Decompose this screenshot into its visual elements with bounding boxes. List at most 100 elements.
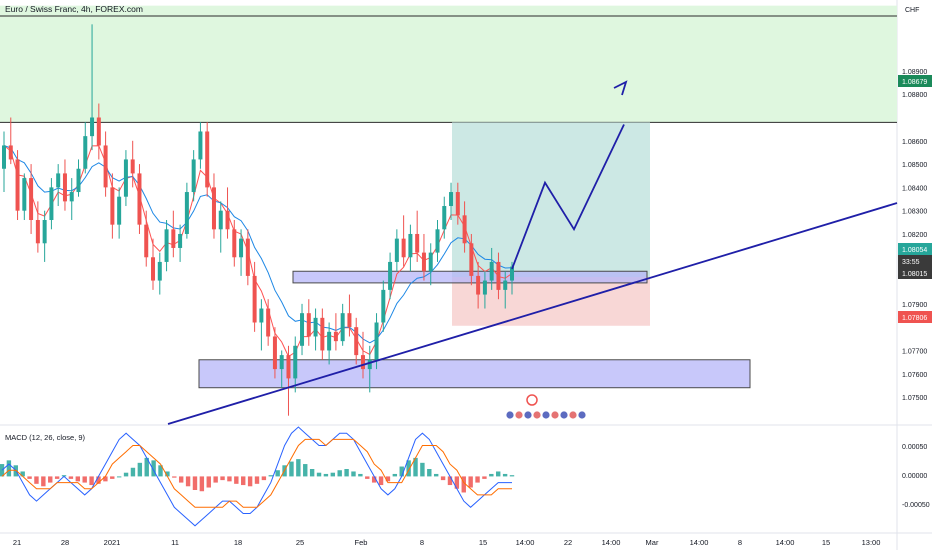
macd-histogram-bar [20,471,25,477]
chart-title: Euro / Swiss Franc, 4h, FOREX.com [5,4,143,14]
time-tick-label: 15 [822,538,830,547]
time-tick-label: 8 [420,538,424,547]
economic-event-icon[interactable] [514,410,524,420]
candle-body [29,178,34,220]
time-tick-label: 14:00 [690,538,709,547]
macd-histogram-bar [178,476,184,483]
time-tick-label: 8 [738,538,742,547]
candle-body [205,131,210,188]
price-tick-label: 1.08800 [902,92,927,99]
macd-histogram-bar [6,460,12,477]
macd-histogram-bar [420,462,425,477]
macd-histogram-bar [261,476,267,481]
candle-body [218,210,223,230]
candle-body [374,322,379,360]
price-label-box [898,243,932,255]
axes-layer: 1.08900 1.08800 1.08600 1.08500 1.08400 1.083… [13,69,932,547]
macd-histogram-bar [296,459,301,477]
lower-rectangle [198,359,751,389]
economic-event-icon[interactable] [505,410,515,420]
economic-event-icon[interactable] [523,410,533,420]
price-tick-label: 1.08600 [902,139,927,146]
economic-event-icon[interactable] [532,410,542,420]
candle-body [90,117,95,137]
macd-histogram-bar [48,476,53,483]
macd-histogram-bar [89,476,94,486]
macd-histogram-bar [406,460,411,477]
macd-tick-label: 0.00050 [902,444,927,451]
candle-body [164,229,169,262]
macd-histogram-bar [172,476,177,478]
candle-body [469,243,474,276]
macd-histogram-bar [34,476,39,484]
candle-body [510,266,514,281]
candles-layer[interactable] [2,24,514,416]
time-tick-label: 21 [13,538,21,547]
candle-body [333,331,338,342]
price-label-text: 33:55 [902,259,920,266]
macd-histogram-bar [475,476,480,483]
candle-body [130,159,135,174]
economic-event-icon[interactable] [559,410,569,420]
price-label-box [898,75,932,87]
macd-histogram-bar [137,462,143,477]
macd-histogram-bar [323,473,329,477]
macd-histogram-bar [96,476,101,484]
candle-body [489,261,494,281]
time-tick-label: 28 [61,538,69,547]
trend-line[interactable] [167,202,898,425]
candle-body [144,224,149,258]
macd-histogram-bar [27,476,32,479]
profit-zone [452,122,650,278]
candle-body [293,345,298,379]
macd-histogram-bar [82,476,87,483]
macd-histogram-bar [227,476,232,482]
macd-histogram-bar [427,469,432,477]
ema-fast-line [3,145,513,358]
macd-histogram-bar [482,476,487,479]
price-tick-label: 1.08300 [902,209,927,216]
signal-line [1,438,512,508]
candle-body [272,336,277,370]
price-label-box [898,255,932,267]
candle-body [482,280,487,295]
macd-histogram-bar [41,476,46,487]
macd-histogram-bar [110,476,115,479]
candle-body [15,159,20,211]
projection-arrowhead[interactable] [613,80,628,96]
candle-body [211,187,216,230]
economic-event-icon[interactable] [568,410,578,420]
economic-event-icon[interactable] [541,410,551,420]
candle-body [306,313,311,337]
candle-body [347,313,352,328]
candle-body [320,317,325,351]
candle-body [388,261,393,290]
drawings-layer[interactable] [167,80,898,425]
candle-body [2,145,6,169]
candle-body [421,252,426,272]
projection-path[interactable] [511,124,625,270]
candle-body [76,168,81,193]
economic-event-icon[interactable] [550,410,560,420]
dividend-event-icon[interactable] [526,394,538,406]
candle-body [503,280,508,290]
macd-histogram-bar [454,476,460,489]
macd-histogram-bar [206,476,211,488]
events-layer[interactable] [505,394,587,420]
macd-histogram-bar [413,457,418,477]
economic-event-icon[interactable] [577,410,587,420]
candle-body [354,327,359,356]
candle-body [232,229,237,258]
macd-histogram-bar [234,476,239,484]
time-tick-label: 2021 [104,538,121,547]
candle-body [8,145,13,160]
candle-body [96,117,101,146]
candle-body [171,229,176,248]
macd-histogram-bar [330,472,336,477]
macd-histogram-bar [358,473,363,477]
macd-histogram-bar [509,475,515,477]
price-label-box [898,311,932,323]
price-label-text: 1.08015 [902,271,927,278]
candle-body [56,173,61,188]
